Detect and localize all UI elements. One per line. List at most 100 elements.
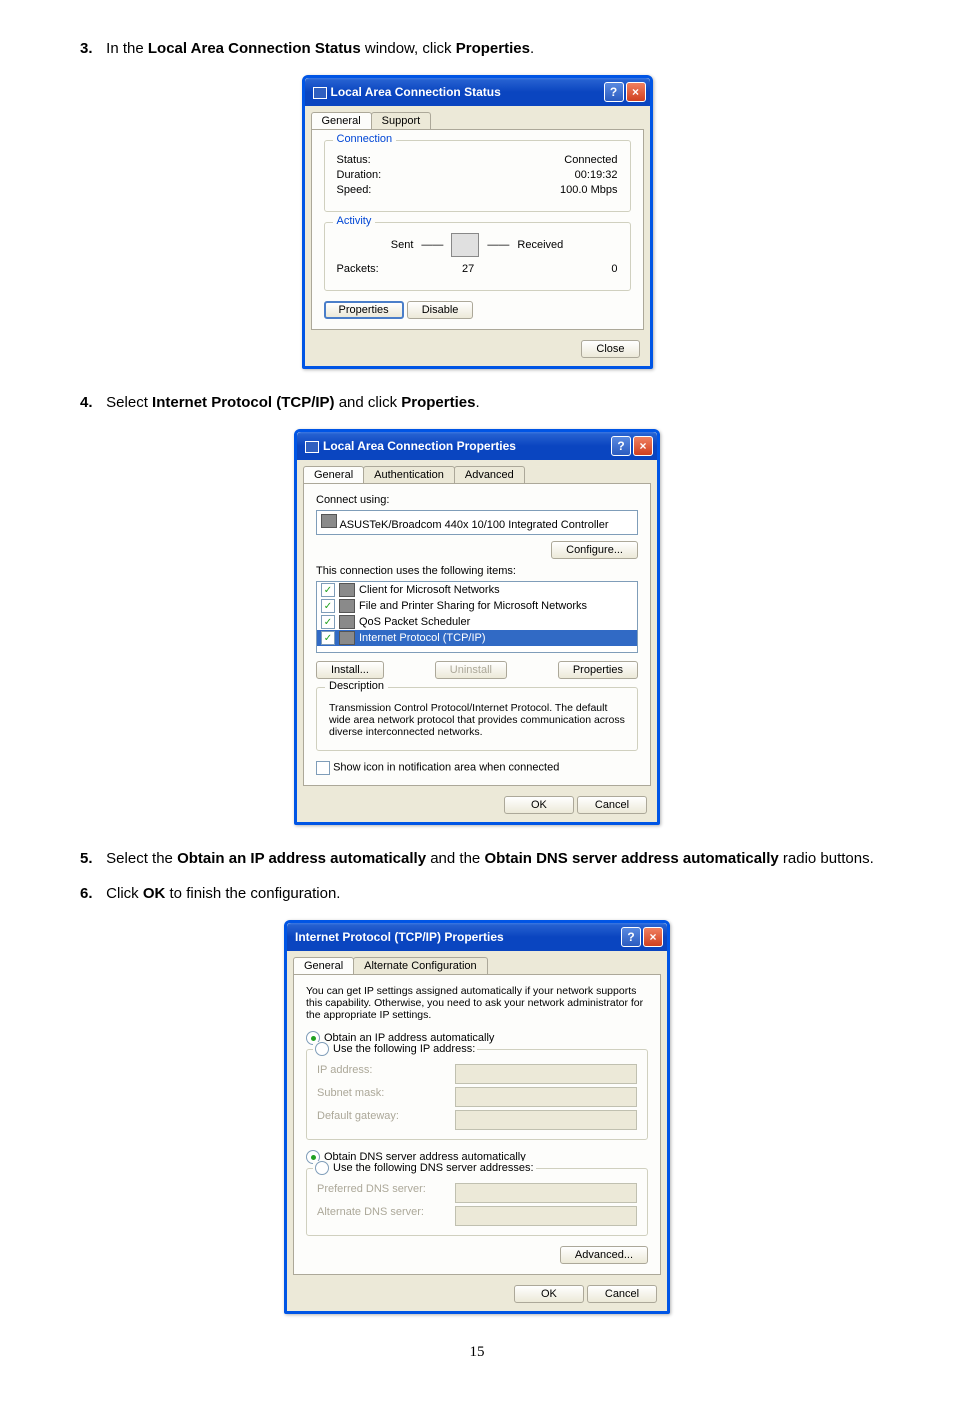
mask-label: Subnet mask: — [317, 1087, 384, 1107]
pdns-input — [455, 1183, 637, 1203]
tab-general[interactable]: General — [303, 466, 364, 483]
items-label: This connection uses the following items… — [316, 565, 638, 577]
step-4: 4. Select Internet Protocol (TCP/IP) and… — [80, 394, 874, 411]
list-item: Internet Protocol (TCP/IP) — [359, 632, 486, 644]
close-button[interactable]: × — [633, 436, 653, 456]
ok-button[interactable]: OK — [504, 796, 574, 814]
list-item: Client for Microsoft Networks — [359, 584, 500, 596]
step-6: 6. Click OK to finish the configuration. — [80, 885, 874, 902]
step-text: Select the Obtain an IP address automati… — [106, 850, 874, 867]
packets-label: Packets: — [337, 263, 379, 275]
tab-general[interactable]: General — [311, 112, 372, 129]
adapter-icon — [321, 514, 337, 528]
use-ip-radio[interactable] — [315, 1042, 329, 1056]
tab-authentication[interactable]: Authentication — [363, 466, 455, 483]
ip-input — [455, 1064, 637, 1084]
adapter-box: ASUSTeK/Broadcom 440x 10/100 Integrated … — [316, 510, 638, 535]
advanced-button[interactable]: Advanced... — [560, 1246, 648, 1264]
step-text: Select Internet Protocol (TCP/IP) and cl… — [106, 394, 479, 411]
adns-input — [455, 1206, 637, 1226]
activity-group: Activity Sent —— —— Received Packets: 27… — [324, 222, 631, 291]
titlebar: Local Area Connection Status ? × — [305, 78, 650, 106]
help-button[interactable]: ? — [611, 436, 631, 456]
description-group: Description Transmission Control Protoco… — [316, 687, 638, 751]
page-number: 15 — [80, 1344, 874, 1361]
tcpip-dialog: Internet Protocol (TCP/IP) Properties ? … — [284, 920, 670, 1314]
speed-value: 100.0 Mbps — [560, 184, 617, 196]
gateway-label: Default gateway: — [317, 1110, 399, 1130]
dialog-title: Local Area Connection Status — [313, 85, 501, 99]
tab-general[interactable]: General — [293, 957, 354, 974]
pdns-label: Preferred DNS server: — [317, 1183, 426, 1203]
list-item: QoS Packet Scheduler — [359, 616, 470, 628]
speed-label: Speed: — [337, 184, 372, 196]
disable-button[interactable]: Disable — [407, 301, 474, 319]
description-title: Description — [325, 680, 388, 692]
close-button[interactable]: Close — [581, 340, 639, 358]
close-button[interactable]: × — [626, 82, 646, 102]
help-button[interactable]: ? — [604, 82, 624, 102]
step-text: Click OK to finish the configuration. — [106, 885, 340, 902]
received-value: 0 — [558, 263, 618, 275]
checkbox[interactable]: ✓ — [321, 599, 335, 613]
properties-button[interactable]: Properties — [558, 661, 638, 679]
step-5: 5. Select the Obtain an IP address autom… — [80, 850, 874, 867]
step-number: 4. — [80, 394, 102, 411]
description-text: Transmission Control Protocol/Internet P… — [329, 702, 625, 738]
step-number: 3. — [80, 40, 102, 57]
mask-input — [455, 1087, 637, 1107]
adns-label: Alternate DNS server: — [317, 1206, 424, 1226]
ok-button[interactable]: OK — [514, 1285, 584, 1303]
use-ip-label: Use the following IP address: — [333, 1043, 475, 1055]
connection-group: Connection Status:Connected Duration:00:… — [324, 140, 631, 212]
show-icon-checkbox[interactable]: ✓ — [316, 761, 330, 775]
tab-advanced[interactable]: Advanced — [454, 466, 525, 483]
dialog-title: Internet Protocol (TCP/IP) Properties — [295, 930, 504, 944]
client-icon — [339, 583, 355, 597]
step-3: 3. In the Local Area Connection Status w… — [80, 40, 874, 57]
items-list[interactable]: ✓ Client for Microsoft Networks ✓ File and… — [316, 581, 638, 653]
list-item: File and Printer Sharing for Microsoft N… — [359, 600, 587, 612]
group-title: Connection — [333, 133, 397, 145]
checkbox[interactable]: ✓ — [321, 583, 335, 597]
show-icon-label: Show icon in notification area when conn… — [333, 762, 559, 774]
properties-button[interactable]: Properties — [324, 301, 404, 319]
use-dns-label: Use the following DNS server addresses: — [333, 1162, 534, 1174]
cancel-button[interactable]: Cancel — [577, 796, 647, 814]
step-number: 6. — [80, 885, 102, 902]
sent-value: 27 — [379, 263, 558, 275]
configure-button[interactable]: Configure... — [551, 541, 638, 559]
tab-alternate[interactable]: Alternate Configuration — [353, 957, 488, 974]
adapter-name: ASUSTeK/Broadcom 440x 10/100 Integrated … — [339, 519, 608, 531]
dialog-title: Local Area Connection Properties — [305, 439, 516, 453]
qos-icon — [339, 615, 355, 629]
checkbox[interactable]: ✓ — [321, 631, 335, 645]
install-button[interactable]: Install... — [316, 661, 384, 679]
tab-support[interactable]: Support — [371, 112, 432, 129]
ip-label: IP address: — [317, 1064, 372, 1084]
close-button[interactable]: × — [643, 927, 663, 947]
help-button[interactable]: ? — [621, 927, 641, 947]
gateway-input — [455, 1110, 637, 1130]
status-dialog: Local Area Connection Status ? × General… — [302, 75, 653, 369]
share-icon — [339, 599, 355, 613]
step-number: 5. — [80, 850, 102, 867]
duration-value: 00:19:32 — [575, 169, 618, 181]
duration-label: Duration: — [337, 169, 382, 181]
connect-using-label: Connect using: — [316, 494, 638, 506]
tcpip-icon — [339, 631, 355, 645]
checkbox[interactable]: ✓ — [321, 615, 335, 629]
status-value: Connected — [564, 154, 617, 166]
network-icon — [451, 233, 479, 257]
received-label: Received — [517, 239, 563, 251]
uninstall-button: Uninstall — [435, 661, 507, 679]
group-title: Activity — [333, 215, 376, 227]
properties-dialog: Local Area Connection Properties ? × Gen… — [294, 429, 660, 825]
sent-label: Sent — [391, 239, 414, 251]
intro-text: You can get IP settings assigned automat… — [306, 985, 648, 1021]
status-label: Status: — [337, 154, 371, 166]
titlebar: Local Area Connection Properties ? × — [297, 432, 657, 460]
cancel-button[interactable]: Cancel — [587, 1285, 657, 1303]
titlebar: Internet Protocol (TCP/IP) Properties ? … — [287, 923, 667, 951]
use-dns-radio[interactable] — [315, 1161, 329, 1175]
